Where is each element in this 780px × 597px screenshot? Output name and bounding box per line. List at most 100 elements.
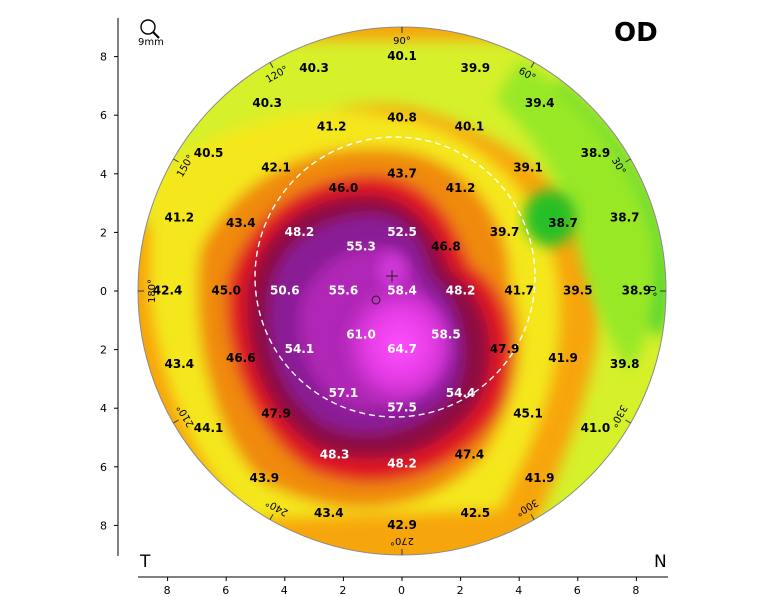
- curvature-value: 40.1: [387, 49, 417, 63]
- curvature-value: 42.9: [387, 518, 417, 532]
- angle-label: 0°: [646, 285, 657, 296]
- curvature-value: 41.0: [581, 421, 611, 435]
- curvature-value: 54.1: [285, 342, 315, 356]
- pupil-center-marker: [371, 295, 381, 305]
- curvature-value: 64.7: [387, 342, 417, 356]
- curvature-value: 47.9: [261, 407, 291, 421]
- y-tick-label: 2: [100, 344, 107, 357]
- y-tick-label: 0: [100, 285, 107, 298]
- rim-tick: [269, 514, 274, 520]
- curvature-value: 38.9: [581, 146, 611, 160]
- curvature-values: 40.3 40.1 39.9 40.3 40.8 39.4 41.2 40.1 40.5 42.1…: [153, 49, 651, 532]
- zoom-control[interactable]: 9mm: [138, 19, 164, 48]
- angle-label: 90°: [393, 36, 411, 47]
- angle-label: 270°: [390, 535, 414, 546]
- y-tick-label: 8: [100, 51, 107, 64]
- rim-tick: [625, 158, 631, 163]
- curvature-value: 48.2: [387, 456, 417, 470]
- curvature-value: 44.1: [194, 421, 224, 435]
- temporal-side-label: T: [139, 552, 151, 572]
- curvature-value: 48.3: [320, 448, 350, 462]
- curvature-value: 42.4: [153, 284, 183, 298]
- curvature-value: 48.2: [446, 284, 476, 298]
- magnifier-icon[interactable]: [140, 19, 156, 35]
- rim-tick: [173, 419, 179, 424]
- x-tick-label: 2: [339, 584, 346, 597]
- y-tick-label: 6: [100, 461, 107, 474]
- x-axis-ticks: 8 6 4 2 0 2 4 6 8: [164, 577, 639, 597]
- y-tick-label: 8: [100, 519, 107, 532]
- rim-tick: [269, 62, 274, 68]
- curvature-value: 38.7: [548, 216, 578, 230]
- curvature-value: 54.4: [446, 386, 476, 400]
- curvature-value: 57.1: [329, 386, 359, 400]
- curvature-value: 48.2: [285, 225, 315, 239]
- x-tick-label: 0: [398, 584, 405, 597]
- zone-green-spot: [524, 190, 576, 246]
- x-tick-label: 4: [515, 584, 522, 597]
- curvature-value: 50.6: [270, 284, 300, 298]
- curvature-value: 40.3: [299, 61, 329, 75]
- curvature-value: 41.9: [548, 351, 578, 365]
- curvature-value: 43.4: [226, 216, 256, 230]
- curvature-value: 61.0: [346, 327, 376, 341]
- magnifier-handle: [152, 31, 160, 39]
- x-tick-label: 6: [222, 584, 229, 597]
- curvature-value: 55.6: [329, 284, 359, 298]
- curvature-value: 43.4: [164, 357, 194, 371]
- eye-label: OD: [614, 18, 658, 48]
- curvature-value: 40.1: [455, 119, 485, 133]
- curvature-color-map: [138, 27, 666, 555]
- rim-tick: [173, 158, 179, 163]
- curvature-value: 39.9: [460, 61, 490, 75]
- x-tick-label: 2: [457, 584, 464, 597]
- curvature-value: 40.5: [194, 146, 224, 160]
- axes: 8 6 4 2 0 2 4 6 8 8 6 4 2 0 2 4 6 8: [100, 18, 668, 597]
- curvature-value: 47.9: [490, 342, 520, 356]
- curvature-value: 47.4: [455, 448, 485, 462]
- curvature-value: 41.2: [317, 119, 347, 133]
- rim-tick: [530, 514, 535, 520]
- x-tick-label: 8: [164, 584, 171, 597]
- curvature-value: 39.1: [513, 160, 543, 174]
- curvature-value: 57.5: [387, 401, 417, 415]
- curvature-value: 40.3: [252, 96, 282, 110]
- zone-magenta-core: [348, 290, 452, 400]
- curvature-value: 55.3: [346, 240, 376, 254]
- curvature-value: 46.6: [226, 351, 256, 365]
- y-tick-label: 6: [100, 109, 107, 122]
- curvature-value: 52.5: [387, 225, 417, 239]
- rim-tick: [530, 62, 535, 68]
- center-markers: [371, 270, 398, 305]
- curvature-value: 39.7: [490, 225, 520, 239]
- curvature-value: 45.1: [513, 407, 543, 421]
- curvature-value: 58.5: [431, 327, 461, 341]
- rim-tick: [625, 419, 631, 424]
- curvature-value: 41.9: [525, 471, 555, 485]
- curvature-value: 45.0: [211, 284, 241, 298]
- pupil-zone-circle: [254, 136, 536, 418]
- curvature-value: 40.8: [387, 111, 417, 125]
- curvature-value: 46.8: [431, 240, 461, 254]
- curvature-value: 42.5: [460, 506, 490, 520]
- curvature-value: 43.4: [314, 506, 344, 520]
- curvature-value: 43.7: [387, 166, 417, 180]
- curvature-value: 39.5: [563, 284, 593, 298]
- curvature-value: 41.7: [504, 284, 534, 298]
- y-axis-ticks: 8 6 4 2 0 2 4 6 8: [100, 51, 118, 532]
- curvature-value: 41.2: [164, 210, 194, 224]
- angle-label: 180°: [147, 279, 158, 303]
- x-tick-label: 6: [574, 584, 581, 597]
- y-tick-label: 2: [100, 226, 107, 239]
- zoom-label: 9mm: [138, 37, 164, 48]
- curvature-value: 41.2: [446, 181, 476, 195]
- curvature-value: 39.8: [610, 357, 640, 371]
- curvature-value: 38.9: [622, 284, 652, 298]
- curvature-value: 43.9: [249, 471, 279, 485]
- x-tick-label: 8: [632, 584, 639, 597]
- x-tick-label: 4: [281, 584, 288, 597]
- curvature-value: 46.0: [329, 181, 359, 195]
- curvature-value: 42.1: [261, 160, 291, 174]
- nasal-side-label: N: [654, 552, 667, 572]
